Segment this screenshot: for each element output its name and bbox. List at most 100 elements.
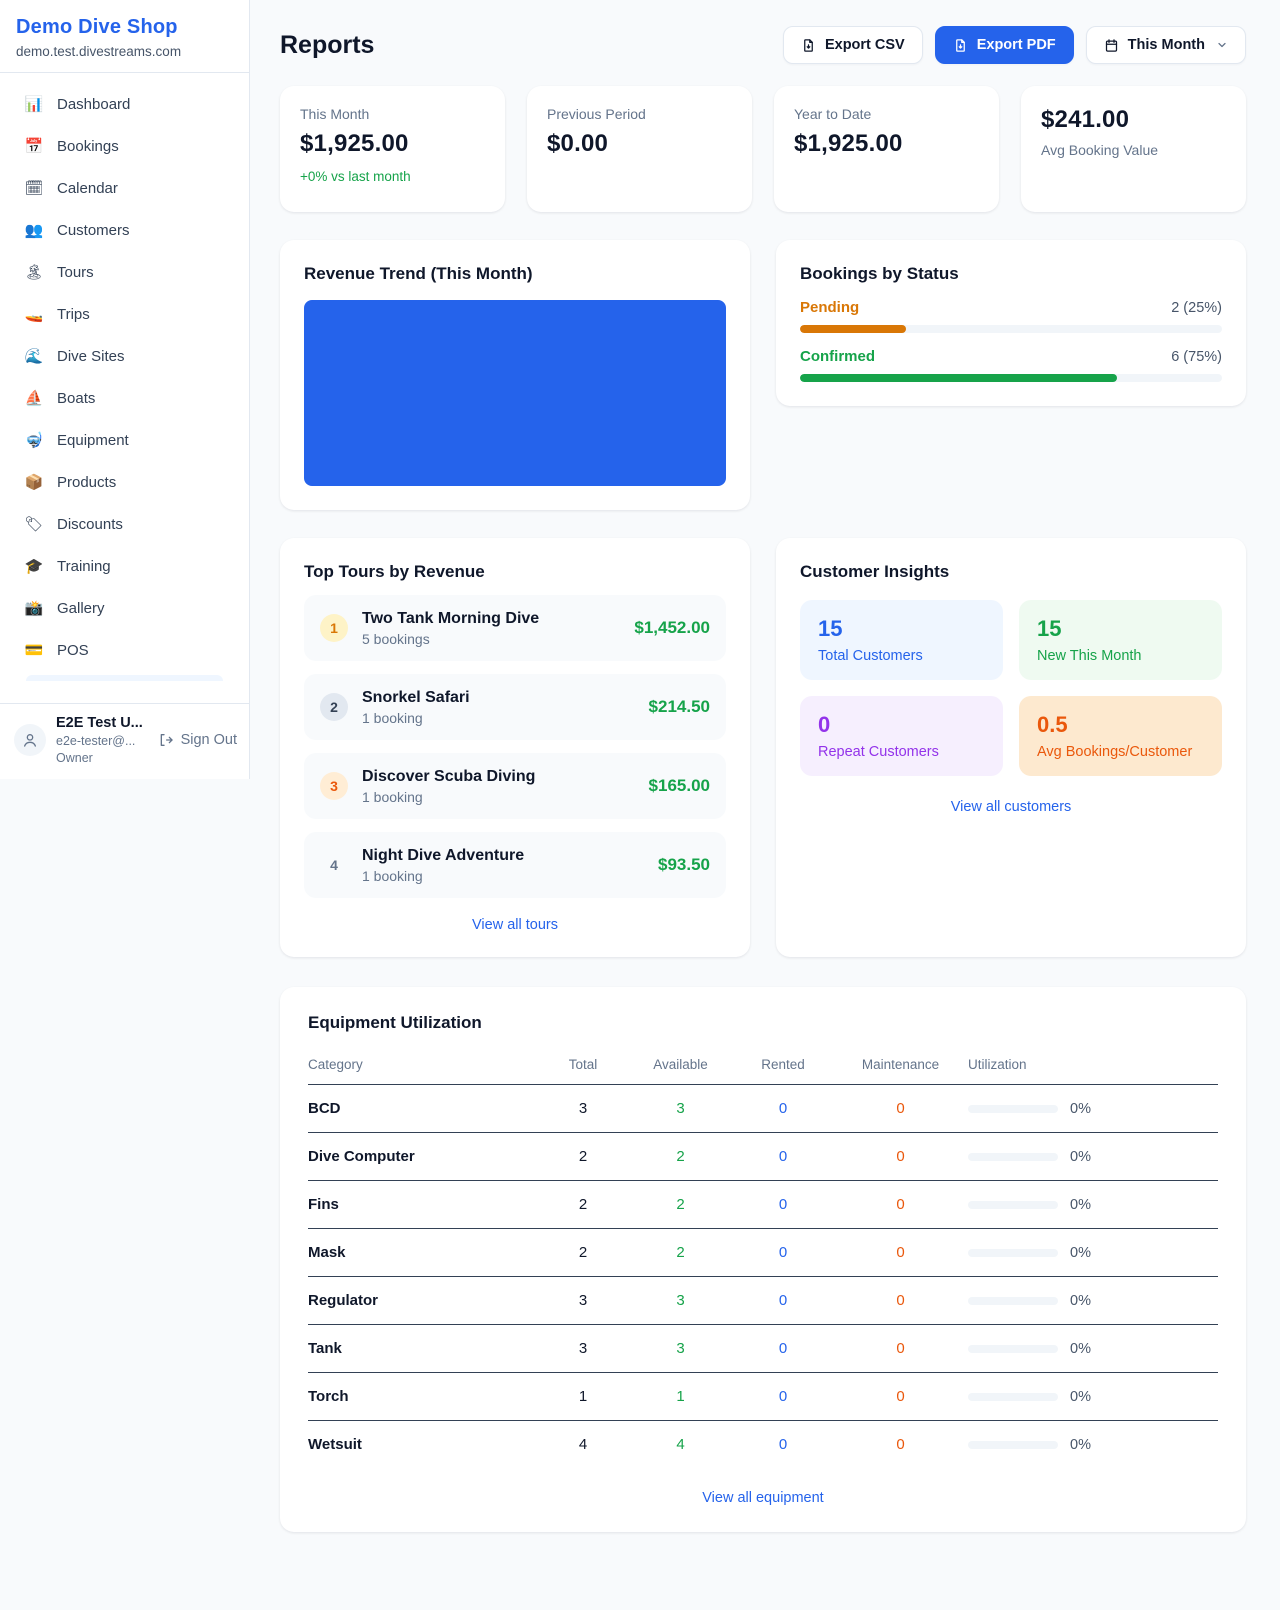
person-icon — [24, 734, 36, 748]
stat-value: $241.00 — [1041, 106, 1130, 133]
table-row: Tank 3 3 0 0 0% — [308, 1325, 1218, 1373]
table-row: Torch 1 1 0 0 0% — [308, 1373, 1218, 1421]
sidebar-item-label: Customers — [57, 221, 130, 239]
sidebar-item-products[interactable]: 📦 Products — [10, 465, 239, 499]
tour-row: 3 Discover Scuba Diving 1 booking $165.0… — [304, 753, 726, 819]
export-csv-button[interactable]: Export CSV — [782, 26, 923, 64]
sailboat-icon: ⛵ — [24, 390, 44, 407]
tour-name: Two Tank Morning Dive — [362, 609, 540, 627]
table-row: Dive Computer 2 2 0 0 0% — [308, 1133, 1218, 1181]
package-icon: 📦 — [24, 474, 44, 491]
status-count: 2 (25%) — [1171, 300, 1222, 316]
col-available: Available — [653, 1057, 708, 1072]
view-all-equipment-link[interactable]: View all equipment — [702, 1490, 824, 1506]
sidebar-item-discounts[interactable]: 🏷 Discounts — [10, 507, 239, 541]
sign-out-button[interactable]: Sign Out — [158, 732, 237, 748]
stat-value: $0.00 — [547, 130, 609, 157]
stat-label: Previous Period — [547, 106, 646, 122]
insight-label: New This Month — [1037, 648, 1142, 664]
stat-label: Year to Date — [794, 106, 872, 122]
graduation-cap-icon: 🎓 — [24, 558, 44, 575]
sidebar-item-label: Equipment — [57, 431, 129, 449]
calendar-icon — [1105, 38, 1117, 52]
sidebar-item-training[interactable]: 🎓 Training — [10, 549, 239, 583]
tour-row: 2 Snorkel Safari 1 booking $214.50 — [304, 674, 726, 740]
view-all-tours-link[interactable]: View all tours — [472, 917, 558, 933]
equipment-utilization-panel: Equipment Utilization Category Total Ava… — [280, 987, 1246, 1532]
customer-insights-panel: Customer Insights 15 Total Customers 15 … — [776, 538, 1246, 957]
table-row: Wetsuit 4 4 0 0 0% — [308, 1436, 1091, 1453]
insight-value: 15 — [818, 616, 843, 641]
sidebar-item-reports-partial[interactable] — [26, 675, 223, 681]
table-row: Fins 2 2 0 0 0% — [308, 1181, 1218, 1229]
period-selector[interactable]: This Month — [1085, 26, 1246, 64]
sign-out-icon — [160, 734, 173, 747]
equipment-table: Category Total Available Rented Maintena… — [308, 1049, 1218, 1468]
progress-track — [800, 374, 1222, 382]
sidebar-item-label: Dashboard — [57, 95, 131, 113]
island-icon: 🏝 — [24, 264, 44, 281]
stat-label: Avg Booking Value — [1041, 142, 1159, 158]
tour-row: 4 Night Dive Adventure 1 booking $93.50 — [304, 832, 726, 898]
export-pdf-button[interactable]: Export PDF — [934, 26, 1074, 64]
credit-card-icon: 💳 — [24, 642, 44, 659]
user-email: e2e-tester@... — [56, 734, 136, 749]
people-icon: 👥 — [24, 222, 44, 239]
sidebar-item-pos[interactable]: 💳 POS — [10, 633, 239, 667]
status-row-confirmed: Confirmed 6 (75%) — [800, 348, 1222, 382]
sidebar-item-boats[interactable]: ⛵ Boats — [10, 381, 239, 415]
file-download-icon — [955, 38, 965, 52]
view-all-customers-link[interactable]: View all customers — [950, 799, 1072, 815]
camera-icon: 📸 — [24, 600, 44, 617]
sidebar-item-equipment[interactable]: 🤿 Equipment — [10, 423, 239, 457]
sidebar-item-dashboard[interactable]: 📊 Dashboard — [10, 87, 239, 121]
rank-badge: 2 — [320, 693, 348, 721]
tour-name: Discover Scuba Diving — [362, 767, 536, 785]
table-row: BCD 3 3 0 0 0% — [308, 1085, 1218, 1133]
top-tours-panel: Top Tours by Revenue 1 Two Tank Morning … — [280, 538, 750, 957]
revenue-trend-panel: Revenue Trend (This Month) — [280, 240, 750, 510]
speedboat-icon: 🚤 — [24, 306, 44, 323]
stat-card-this-month: This Month $1,925.00 +0% vs last month — [280, 86, 505, 212]
utilization-bar — [968, 1200, 1058, 1209]
tour-revenue: $165.00 — [648, 776, 710, 795]
rank-badge: 3 — [320, 772, 348, 800]
utilization-bar — [968, 1296, 1058, 1305]
diving-mask-icon: 🤿 — [24, 432, 44, 449]
status-count: 6 (75%) — [1171, 349, 1222, 365]
sidebar: Demo Dive Shop demo.test.divestreams.com… — [0, 0, 250, 779]
tour-bookings: 1 booking — [362, 709, 423, 726]
stat-label: This Month — [300, 106, 370, 122]
sidebar-nav: 📊 Dashboard 📅 Bookings 🗓 Calendar 👥 Customer… — [0, 73, 249, 681]
insight-value: 0 — [818, 712, 831, 737]
col-maintenance: Maintenance — [861, 1057, 940, 1072]
sidebar-item-label: Products — [57, 473, 117, 491]
tour-bookings: 1 booking — [362, 788, 423, 805]
wave-icon: 🌊 — [24, 348, 44, 365]
stat-card-previous-period: Previous Period $0.00 — [527, 86, 752, 212]
sidebar-item-customers[interactable]: 👥 Customers — [10, 213, 239, 247]
sidebar-item-gallery[interactable]: 📸 Gallery — [10, 591, 239, 625]
insight-new-this-month: 15 New This Month — [1019, 600, 1222, 680]
sidebar-item-dive-sites[interactable]: 🌊 Dive Sites — [10, 339, 239, 373]
panel-title: Equipment Utilization — [308, 1013, 482, 1032]
progress-track — [800, 325, 1222, 333]
tour-revenue: $214.50 — [648, 697, 710, 716]
panel-title: Top Tours by Revenue — [304, 562, 485, 581]
sidebar-item-calendar[interactable]: 🗓 Calendar — [10, 171, 239, 205]
tour-bookings: 5 bookings — [362, 630, 430, 647]
utilization-bar — [968, 1440, 1058, 1449]
sidebar-item-tours[interactable]: 🏝 Tours — [10, 255, 239, 289]
page-title: Reports — [280, 30, 375, 59]
sidebar-item-bookings[interactable]: 📅 Bookings — [10, 129, 239, 163]
shop-name[interactable]: Demo Dive Shop — [16, 16, 178, 38]
panel-title: Customer Insights — [800, 562, 950, 581]
file-download-icon — [804, 38, 813, 52]
brand-block: Demo Dive Shop demo.test.divestreams.com — [0, 0, 249, 73]
tour-row: 1 Two Tank Morning Dive 5 bookings $1,45… — [304, 595, 726, 661]
sidebar-item-trips[interactable]: 🚤 Trips — [10, 297, 239, 331]
utilization-bar — [968, 1344, 1058, 1353]
insight-total-customers: 15 Total Customers — [800, 600, 1003, 680]
stat-card-year-to-date: Year to Date $1,925.00 — [774, 86, 999, 212]
user-role: Owner — [56, 751, 93, 766]
